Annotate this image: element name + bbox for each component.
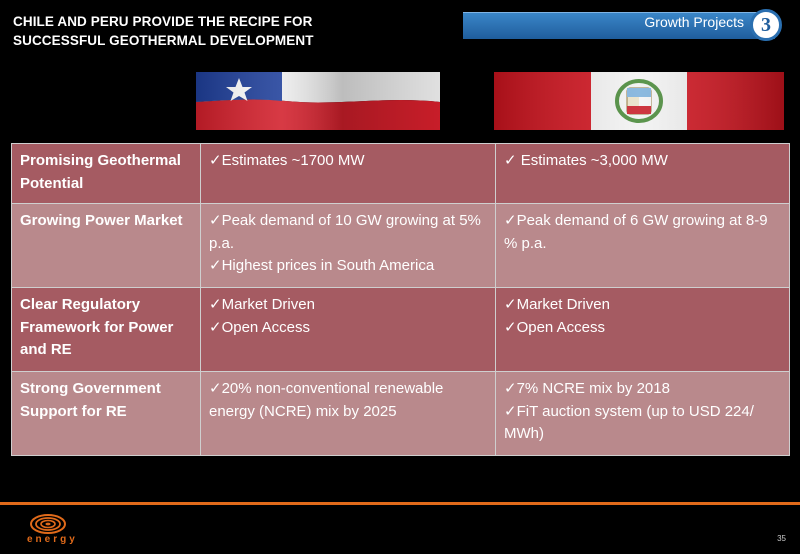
peru-flag-icon bbox=[494, 72, 784, 130]
chile-item: ✓Open Access bbox=[209, 318, 310, 336]
row-heading: Growing Power Market bbox=[11, 203, 201, 288]
table-row: Strong Government Support for RE ✓20% no… bbox=[11, 371, 790, 456]
chile-item: ✓Highest prices in South America bbox=[209, 257, 435, 274]
peru-cell: ✓Peak demand of 6 GW growing at 8-9 % p.… bbox=[495, 203, 790, 288]
peru-item: ✓FiT auction system (up to USD 224/ MWh) bbox=[504, 402, 754, 443]
row-heading: Strong Government Support for RE bbox=[11, 371, 201, 456]
chile-cell: ✓Market Driven ✓Open Access bbox=[200, 287, 496, 372]
logo-text: energy bbox=[27, 534, 78, 545]
table-row: Clear Regulatory Framework for Power and… bbox=[11, 287, 790, 372]
chile-flag-icon bbox=[196, 72, 440, 130]
page-number: 35 bbox=[777, 534, 786, 543]
section-banner: Growth Projects 3 bbox=[463, 9, 796, 41]
peru-item: ✓Peak demand of 6 GW growing at 8-9 % p.… bbox=[504, 212, 768, 252]
chile-item: ✓20% non-conventional renewable energy (… bbox=[209, 380, 444, 420]
peru-cell: ✓Market Driven ✓Open Access bbox=[495, 287, 790, 372]
peru-cell: ✓7% NCRE mix by 2018 ✓FiT auction system… bbox=[495, 371, 790, 456]
row-heading: Promising Geothermal Potential bbox=[11, 143, 201, 204]
chile-cell: ✓20% non-conventional renewable energy (… bbox=[200, 371, 496, 456]
slide-title-line-2: SUCCESSFUL GEOTHERMAL DEVELOPMENT bbox=[13, 33, 314, 48]
row-heading: Clear Regulatory Framework for Power and… bbox=[11, 287, 201, 372]
peru-item: ✓7% NCRE mix by 2018 bbox=[504, 380, 670, 397]
chile-item: ✓Estimates ~1700 MW bbox=[209, 152, 365, 169]
footer-divider bbox=[0, 502, 800, 505]
slide-title: CHILE AND PERU PROVIDE THE RECIPE FOR SU… bbox=[13, 12, 314, 50]
section-number-badge: 3 bbox=[750, 9, 782, 41]
chile-item: ✓Peak demand of 10 GW growing at 5% p.a. bbox=[209, 212, 481, 252]
table-row: Growing Power Market ✓Peak demand of 10 … bbox=[11, 203, 790, 288]
peru-item: ✓Open Access bbox=[504, 318, 605, 336]
slide-title-line-1: CHILE AND PERU PROVIDE THE RECIPE FOR bbox=[13, 14, 313, 29]
banner-bar bbox=[463, 12, 775, 39]
comparison-table: Promising Geothermal Potential ✓Estimate… bbox=[11, 143, 790, 456]
energy-logo-icon bbox=[22, 512, 78, 552]
banner-label: Growth Projects bbox=[644, 14, 744, 30]
peru-cell: ✓ Estimates ~3,000 MW bbox=[495, 143, 790, 204]
table-row: Promising Geothermal Potential ✓Estimate… bbox=[11, 143, 790, 204]
chile-cell: ✓Estimates ~1700 MW bbox=[200, 143, 496, 204]
peru-item: ✓ Estimates ~3,000 MW bbox=[504, 152, 668, 169]
peru-item: ✓Market Driven bbox=[504, 296, 610, 313]
chile-item: ✓Market Driven bbox=[209, 296, 315, 313]
chile-cell: ✓Peak demand of 10 GW growing at 5% p.a.… bbox=[200, 203, 496, 288]
